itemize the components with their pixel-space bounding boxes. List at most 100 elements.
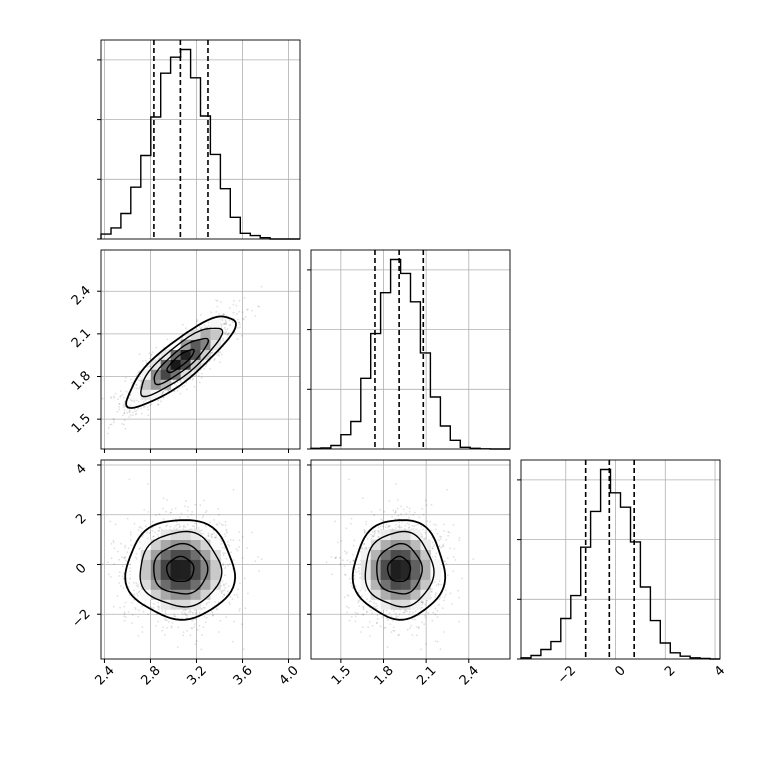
sample-point	[222, 313, 225, 316]
sample-point	[238, 299, 241, 302]
sample-point	[202, 360, 205, 363]
sample-point	[246, 547, 248, 549]
sample-point	[210, 536, 213, 539]
sample-point	[129, 578, 131, 580]
sample-point	[236, 313, 238, 315]
sample-point	[381, 519, 384, 522]
sample-point	[200, 608, 203, 610]
sample-point	[435, 552, 438, 555]
density-cell	[180, 589, 191, 600]
density-cell	[210, 319, 221, 330]
sample-point	[131, 622, 133, 624]
sample-point	[162, 390, 165, 393]
sample-point	[374, 532, 376, 535]
sample-point	[472, 558, 475, 561]
sample-point	[386, 646, 389, 649]
sample-point	[118, 571, 121, 574]
sample-point	[443, 599, 445, 602]
sample-point	[177, 626, 180, 629]
sample-point	[186, 523, 189, 526]
sample-point	[164, 612, 167, 614]
sample-point	[446, 488, 449, 491]
sample-point	[357, 600, 360, 602]
sample-point	[244, 607, 247, 610]
sample-point	[203, 324, 206, 327]
sample-point	[184, 613, 187, 616]
sample-point	[222, 339, 225, 342]
density-cell	[200, 339, 211, 350]
sample-point	[192, 618, 195, 621]
sample-point	[138, 379, 141, 382]
sample-point	[176, 528, 179, 530]
sample-point	[121, 556, 123, 558]
sample-point	[183, 385, 186, 387]
sample-point	[353, 559, 355, 562]
density-cell	[210, 569, 221, 580]
sample-point	[223, 326, 226, 329]
sample-point	[406, 506, 408, 508]
density-cell	[170, 579, 181, 590]
sample-point	[195, 618, 197, 621]
sample-point	[201, 326, 203, 329]
sample-point	[435, 528, 437, 531]
sample-point	[374, 606, 376, 609]
sample-point	[129, 539, 132, 542]
sample-point	[141, 631, 144, 633]
sample-point	[170, 508, 173, 511]
sample-point	[207, 532, 210, 535]
sample-point	[225, 320, 227, 323]
sample-point	[239, 323, 241, 326]
sample-point	[154, 531, 157, 534]
sample-point	[137, 400, 140, 403]
sample-point	[239, 582, 241, 584]
sample-point	[346, 611, 348, 614]
sample-point	[138, 387, 140, 390]
sample-point	[182, 634, 185, 637]
sample-point	[149, 404, 152, 407]
sample-point	[184, 334, 187, 337]
sample-point	[213, 359, 216, 362]
sample-point	[420, 648, 422, 651]
sample-point	[101, 397, 104, 400]
sample-point	[224, 333, 227, 335]
sample-point	[414, 511, 416, 514]
sample-point	[159, 526, 161, 529]
sample-point	[220, 543, 223, 545]
sample-point	[406, 628, 409, 631]
sample-point	[196, 319, 199, 321]
sample-point	[443, 596, 446, 598]
sample-point	[140, 412, 143, 415]
density-cell	[150, 569, 162, 580]
sample-point	[241, 557, 244, 559]
sample-point	[130, 544, 133, 547]
sample-point	[166, 338, 169, 341]
sample-point	[147, 365, 149, 368]
sample-point	[407, 527, 410, 529]
sample-point	[116, 595, 119, 597]
sample-point	[140, 407, 142, 410]
sample-point	[228, 319, 231, 322]
sample-point	[353, 577, 356, 580]
sample-point	[420, 600, 423, 602]
scatter-panel-1-0	[97, 249, 301, 453]
sample-point	[186, 509, 189, 512]
sample-point	[440, 546, 443, 549]
sample-point	[123, 605, 126, 608]
sample-point	[242, 318, 245, 321]
density-cell	[190, 349, 201, 360]
sample-point	[424, 537, 427, 540]
sample-point	[124, 559, 127, 562]
sample-point	[226, 590, 229, 593]
density-cell	[170, 549, 181, 560]
sample-point	[398, 521, 400, 524]
sample-point	[416, 626, 418, 628]
sample-point	[436, 609, 439, 612]
density-cell	[210, 579, 221, 590]
sample-point	[430, 529, 433, 532]
sample-point	[165, 619, 168, 622]
sample-point	[170, 626, 173, 629]
sample-point	[198, 375, 200, 377]
sample-point	[228, 307, 231, 310]
sample-point	[157, 403, 160, 406]
